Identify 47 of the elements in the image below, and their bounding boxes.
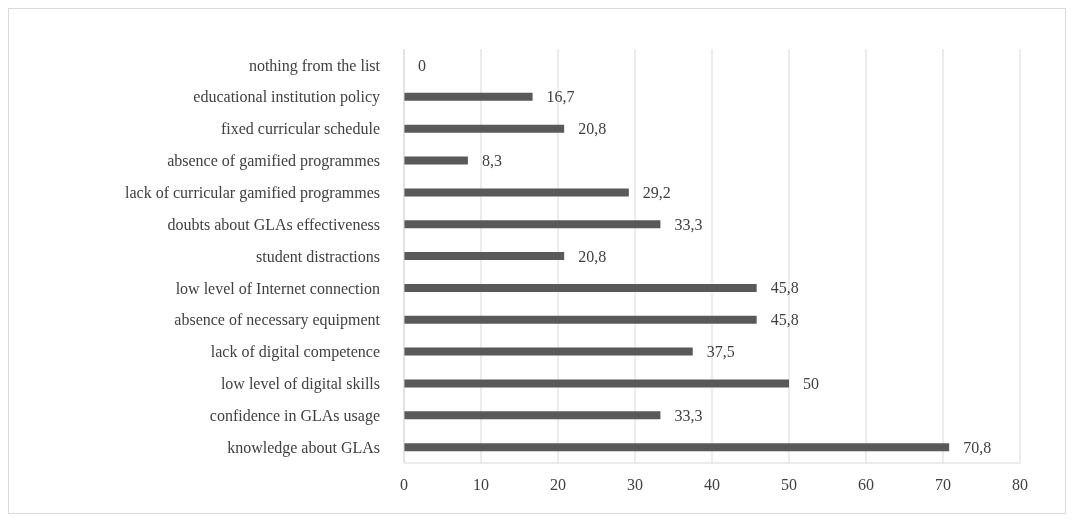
y-tick-label: lack of curricular gamified programmes (125, 183, 380, 202)
data-label: 20,8 (578, 120, 607, 138)
y-tick-label: absence of gamified programmes (167, 152, 380, 171)
data-label: 50 (803, 374, 819, 392)
bar (404, 252, 565, 261)
bar (404, 92, 533, 101)
y-tick-label: low level of Internet connection (175, 279, 380, 297)
data-label: 29,2 (642, 183, 671, 201)
y-tick-label: absence of necessary equipment (174, 311, 381, 330)
x-tick-label: 20 (550, 476, 566, 494)
bar (404, 124, 565, 133)
x-tick-label: 30 (627, 476, 643, 494)
bar (404, 379, 789, 388)
x-tick-label: 70 (935, 476, 951, 494)
bar (404, 411, 661, 420)
data-label: 20,8 (578, 247, 607, 265)
bar (404, 220, 661, 229)
bar (404, 188, 629, 197)
x-tick-label: 50 (781, 476, 797, 494)
y-tick-label: low level of digital skills (220, 375, 380, 394)
x-tick-label: 60 (858, 476, 874, 494)
y-tick-label: nothing from the list (248, 56, 381, 75)
data-label: 45,8 (770, 311, 799, 329)
bar (404, 443, 950, 452)
bar (404, 283, 757, 292)
bar (404, 347, 693, 356)
data-label: 16,7 (546, 88, 575, 106)
bar (404, 315, 757, 324)
bar (404, 156, 468, 165)
y-tick-label: doubts about GLAs effectiveness (167, 215, 380, 233)
y-tick-label: lack of digital competence (210, 343, 380, 362)
y-tick-label: confidence in GLAs usage (209, 406, 380, 425)
x-tick-label: 0 (400, 476, 408, 494)
x-tick-label: 40 (704, 476, 720, 494)
y-tick-label: fixed curricular schedule (220, 120, 380, 138)
data-label: 45,8 (770, 279, 799, 297)
data-label: 33,3 (674, 215, 703, 233)
data-label: 37,5 (706, 343, 735, 361)
x-tick-label: 10 (473, 476, 489, 494)
y-tick-label: knowledge about GLAs (227, 438, 380, 457)
data-label: 0 (418, 56, 427, 74)
y-tick-label: educational institution policy (193, 88, 380, 107)
data-label: 8,3 (481, 152, 502, 170)
y-tick-label: student distractions (256, 247, 380, 265)
data-label: 33,3 (674, 406, 703, 424)
x-tick-label: 80 (1012, 476, 1028, 494)
data-label: 70,8 (963, 438, 992, 456)
